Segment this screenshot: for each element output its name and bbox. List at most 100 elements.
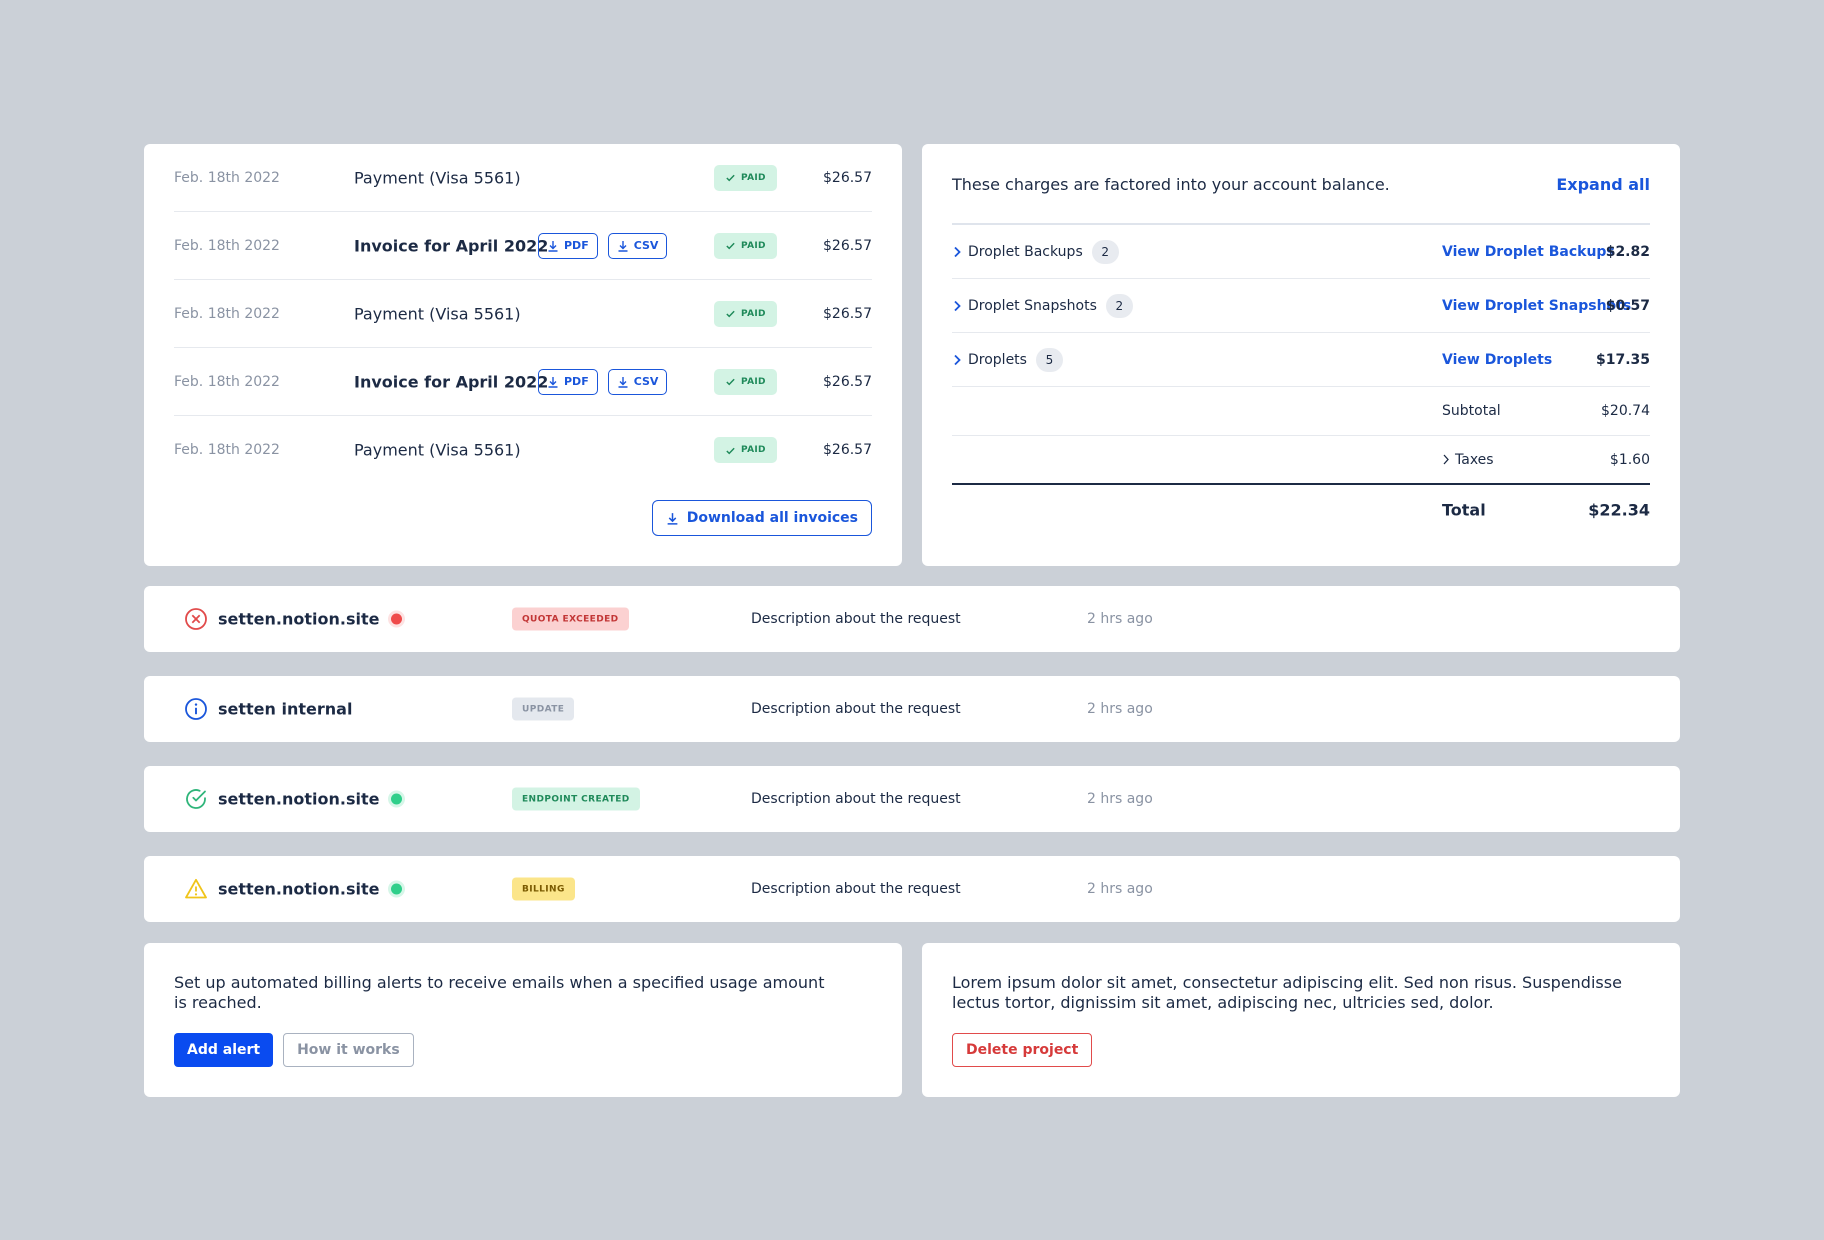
download-pdf-label: PDF <box>564 239 589 252</box>
status-dot <box>391 613 403 625</box>
charge-item-droplet-snapshots[interactable]: Droplet Snapshots 2 View Droplet Snapsho… <box>952 279 1650 333</box>
subtotal-row: Subtotal $20.74 <box>952 387 1650 436</box>
alert-description: Description about the request <box>751 881 961 897</box>
alert-time: 2 hrs ago <box>1087 791 1153 807</box>
subtotal-label: Subtotal <box>1442 403 1501 419</box>
check-icon <box>726 447 735 454</box>
charge-item-droplet-backups[interactable]: Droplet Backups 2 View Droplet Backups $… <box>952 225 1650 279</box>
alert-tag: ENDPOINT CREATED <box>512 787 640 811</box>
alert-tag: BILLING <box>512 877 575 901</box>
project-actions: Delete project <box>952 1033 1650 1067</box>
paid-badge-label: PAID <box>741 376 766 387</box>
download-icon <box>548 376 558 388</box>
project-text: Lorem ipsum dolor sit amet, consectetur … <box>952 973 1622 1012</box>
invoice-download-group: PDF CSV <box>538 368 668 395</box>
alert-description: Description about the request <box>751 611 961 627</box>
charge-item-name: Droplet Backups <box>968 243 1083 260</box>
billing-alerts-card: Set up automated billing alerts to recei… <box>144 943 902 1097</box>
invoice-amount: $26.57 <box>823 305 872 322</box>
invoice-description: Payment (Visa 5561) <box>354 304 521 323</box>
alert-time: 2 hrs ago <box>1087 701 1153 717</box>
check-icon <box>726 242 735 250</box>
alert-site: setten.notion.site <box>218 789 403 809</box>
alert-description: Description about the request <box>751 791 961 807</box>
alert-site-name: setten internal <box>218 699 353 719</box>
billing-alerts-text: Set up automated billing alerts to recei… <box>174 973 825 1012</box>
taxes-amount: $1.60 <box>1609 451 1650 468</box>
invoice-amount: $26.57 <box>823 237 872 254</box>
download-icon <box>548 240 558 252</box>
download-pdf-button[interactable]: PDF <box>538 368 598 395</box>
alert-site: setten.notion.site <box>218 879 403 899</box>
invoice-date: Feb. 18th 2022 <box>174 305 280 322</box>
delete-project-button[interactable]: Delete project <box>952 1033 1093 1067</box>
invoice-description: Payment (Visa 5561) <box>354 440 521 460</box>
download-csv-label: CSV <box>633 239 659 252</box>
charge-item-name: Droplets <box>968 351 1027 368</box>
alert-time: 2 hrs ago <box>1087 611 1153 627</box>
view-droplets-link[interactable]: View Droplets <box>1442 351 1553 368</box>
check-icon <box>726 378 735 386</box>
download-pdf-label: PDF <box>564 375 589 388</box>
alert-row[interactable]: setten.notion.site ENDPOINT CREATED Desc… <box>144 766 1680 832</box>
taxes-label: Taxes <box>1442 452 1494 468</box>
invoice-row: Feb. 18th 2022 Payment (Visa 5561) PAID … <box>174 144 872 212</box>
paid-badge-label: PAID <box>741 445 766 455</box>
download-pdf-button[interactable]: PDF <box>538 232 598 259</box>
charge-item-count: 2 <box>1091 239 1119 264</box>
subtotal-amount: $20.74 <box>1601 403 1650 419</box>
view-droplet-backups-link[interactable]: View Droplet Backups <box>1442 243 1615 260</box>
chevron-right-icon <box>954 354 961 365</box>
paid-badge-label: PAID <box>741 308 766 319</box>
charges-note: These charges are factored into your acc… <box>952 175 1390 194</box>
invoice-description: Invoice for April 2022 <box>354 372 549 391</box>
invoice-description: Payment (Visa 5561) <box>354 168 521 187</box>
download-csv-button[interactable]: CSV <box>607 368 668 395</box>
total-row: Total $22.34 <box>952 485 1650 534</box>
download-csv-button[interactable]: CSV <box>607 232 668 259</box>
alert-site-name: setten.notion.site <box>218 879 380 899</box>
chevron-right-icon <box>954 246 961 257</box>
taxes-label-text: Taxes <box>1455 451 1494 468</box>
alert-site-name: setten.notion.site <box>218 609 380 629</box>
billing-alerts-actions: Add alert How it works <box>174 1033 872 1067</box>
charge-item-label: Droplet Snapshots 2 <box>968 293 1133 318</box>
invoice-description: Invoice for April 2022 <box>354 236 549 255</box>
download-icon <box>618 240 628 252</box>
add-alert-button[interactable]: Add alert <box>174 1033 274 1067</box>
invoice-row: Feb. 18th 2022 Payment (Visa 5561) PAID … <box>174 416 872 484</box>
chevron-right-icon <box>1443 454 1449 465</box>
invoice-date: Feb. 18th 2022 <box>174 169 280 186</box>
download-all-invoices-button[interactable]: Download all invoices <box>651 500 872 536</box>
paid-badge: PAID <box>714 368 777 395</box>
expand-all-link[interactable]: Expand all <box>1556 175 1650 194</box>
invoice-date: Feb. 18th 2022 <box>174 373 280 390</box>
alert-site: setten internal <box>218 700 352 719</box>
paid-badge-label: PAID <box>741 172 766 183</box>
download-icon <box>618 376 628 388</box>
paid-badge: PAID <box>714 300 777 327</box>
alert-row[interactable]: setten.notion.site BILLING Description a… <box>144 856 1680 922</box>
charge-item-amount: $2.82 <box>1605 243 1650 260</box>
download-icon <box>667 512 678 525</box>
paid-badge-label: PAID <box>741 240 766 251</box>
view-droplet-snapshots-link[interactable]: View Droplet Snapshots <box>1442 297 1632 314</box>
invoice-date: Feb. 18th 2022 <box>174 237 280 254</box>
status-dot <box>391 883 403 895</box>
alert-row[interactable]: setten.notion.site QUOTA EXCEEDED Descri… <box>144 586 1680 652</box>
charge-item-droplets[interactable]: Droplets 5 View Droplets $17.35 <box>952 333 1650 387</box>
how-it-works-button[interactable]: How it works <box>283 1033 414 1067</box>
alert-tag: QUOTA EXCEEDED <box>512 607 629 631</box>
download-all-label: Download all invoices <box>686 510 858 526</box>
charge-item-label: Droplets 5 <box>968 347 1063 372</box>
check-circle-icon <box>186 789 206 809</box>
taxes-row[interactable]: Taxes $1.60 <box>952 436 1650 485</box>
alert-row[interactable]: setten internal UPDATE Description about… <box>144 676 1680 742</box>
invoice-download-group: PDF CSV <box>538 232 668 259</box>
alert-site-name: setten.notion.site <box>218 789 380 809</box>
charges-card: These charges are factored into your acc… <box>922 144 1680 566</box>
invoice-date: Feb. 18th 2022 <box>174 442 280 458</box>
alert-site: setten.notion.site <box>218 609 403 629</box>
invoice-row: Feb. 18th 2022 Invoice for April 2022 PD… <box>174 212 872 280</box>
check-icon <box>726 310 735 318</box>
